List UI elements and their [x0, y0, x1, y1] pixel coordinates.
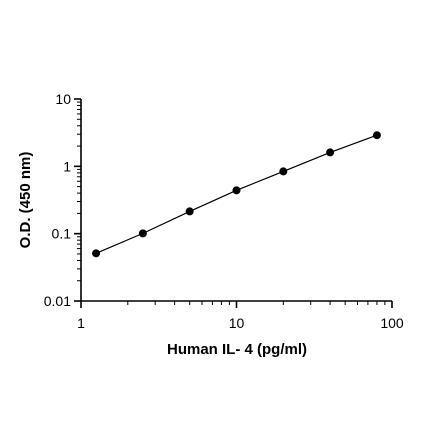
data-point — [372, 131, 381, 140]
data-point — [326, 148, 335, 157]
x-axis-title: Human IL- 4 (pg/ml) — [167, 341, 307, 358]
y-tick-label: 1 — [63, 158, 71, 174]
data-point — [92, 249, 101, 258]
y-tick-label: 0.01 — [44, 293, 71, 309]
y-axis-title: O.D. (450 nm) — [17, 152, 34, 249]
data-point — [138, 229, 147, 238]
y-tick-label: 10 — [55, 91, 71, 107]
x-tick-label: 100 — [380, 315, 404, 331]
data-point — [279, 167, 288, 176]
y-tick-label: 0.1 — [52, 226, 72, 242]
x-tick-label: 1 — [77, 315, 85, 331]
data-point — [185, 207, 194, 216]
x-tick-label: 10 — [229, 315, 245, 331]
data-point — [232, 186, 241, 195]
